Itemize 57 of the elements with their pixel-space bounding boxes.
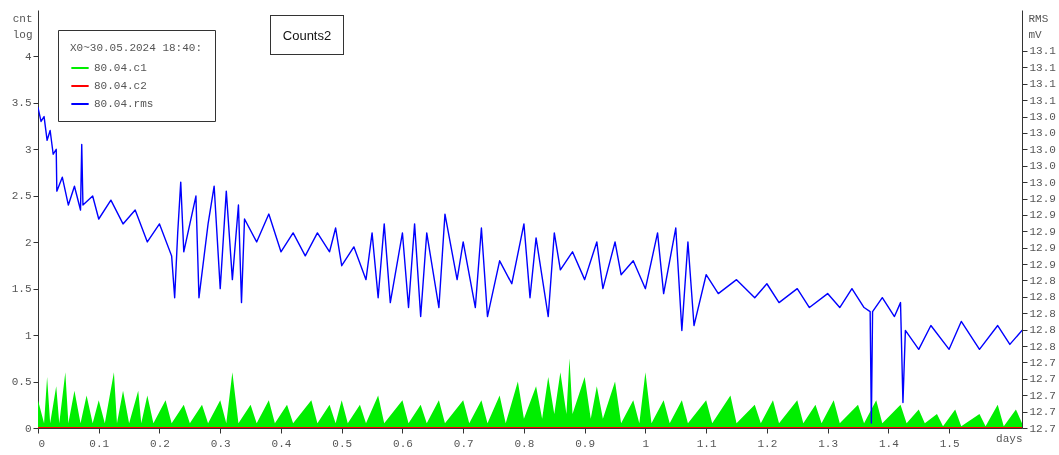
y-axis-title: cnt log: [12, 12, 33, 41]
text: Counts2: [270, 15, 344, 55]
y-tick-label: 3: [24, 143, 32, 156]
y-tick-label: 4: [24, 50, 32, 63]
y2-tick-label: 12.7: [1029, 373, 1056, 386]
y2-tick-label: 13.0: [1029, 143, 1056, 156]
x-tick-label: 1.4: [878, 437, 900, 450]
y2-tick-label: 13.1: [1029, 94, 1057, 107]
y-tick-label: 2: [24, 236, 32, 249]
x-tick-label: 1.1: [696, 437, 717, 450]
x-tick-label: 0.5: [332, 437, 353, 450]
y2-tick-label: 12.9: [1029, 258, 1056, 271]
x-tick-label: 0.9: [575, 437, 596, 450]
x-tick-label: 0.6: [393, 437, 413, 450]
y2-tick-label: 12.9: [1029, 242, 1056, 255]
y2-tick-label: 13.0: [1029, 127, 1056, 140]
y-tick-label: 2.5: [11, 190, 32, 203]
x-tick-label: 1: [642, 437, 650, 450]
legend-title: X0~30.05.2024 18:40:: [70, 42, 203, 54]
y2-tick-label: 12.8: [1029, 324, 1056, 337]
x-tick-label: 1.2: [757, 437, 778, 450]
y2-tick-label: 13.1: [1029, 61, 1057, 74]
y-tick-label: 0: [24, 422, 32, 435]
x-tick-label: 1.3: [818, 437, 839, 450]
y-tick-label: 1: [24, 329, 32, 342]
legend-label: 80.04.rms: [94, 98, 154, 110]
y-tick-label: 3.5: [11, 97, 32, 110]
y2-tick-label: 12.9: [1029, 193, 1056, 206]
legend-label: 80.04.c1: [94, 62, 148, 74]
y2-tick-label: 12.8: [1029, 340, 1056, 353]
x-tick-label: 0.1: [89, 437, 110, 450]
x-tick-label: 0.7: [453, 437, 474, 450]
y2-tick-label: 12.9: [1029, 209, 1056, 222]
x-tick-label: 1.5: [939, 437, 960, 450]
y-tick-label: 0.5: [11, 376, 32, 389]
y2-tick-label: 12.8: [1029, 274, 1056, 287]
y2-tick-label: 12.7: [1029, 356, 1056, 369]
y-tick-label: 1.5: [11, 283, 32, 296]
y2-tick-label: 12.8: [1029, 307, 1056, 320]
y2-tick-label: 13.0: [1029, 176, 1056, 189]
y2-tick-label: 13.0: [1029, 111, 1056, 124]
x-tick-label: 0.3: [210, 437, 231, 450]
y2-tick-label: 12.7: [1029, 422, 1056, 435]
y2-tick-label: 12.7: [1029, 389, 1056, 402]
legend-label: 80.04.c2: [94, 80, 147, 92]
y2-tick-label: 12.8: [1029, 291, 1056, 304]
y2-tick-label: 12.9: [1029, 225, 1056, 238]
x-tick-label: 0.8: [514, 437, 535, 450]
x-axis-title: days: [996, 432, 1023, 445]
y2-tick-label: 13.1: [1029, 45, 1057, 58]
y2-tick-label: 13.1: [1029, 78, 1057, 91]
x-tick-label: 0.2: [150, 437, 170, 450]
x-tick-label: 0: [38, 437, 46, 450]
y2-axis-title: RMS mV: [1028, 12, 1049, 41]
y2-tick-label: 13.0: [1029, 160, 1056, 173]
x-tick-label: 0.4: [271, 437, 292, 450]
y2-tick-label: 12.7: [1029, 406, 1056, 419]
